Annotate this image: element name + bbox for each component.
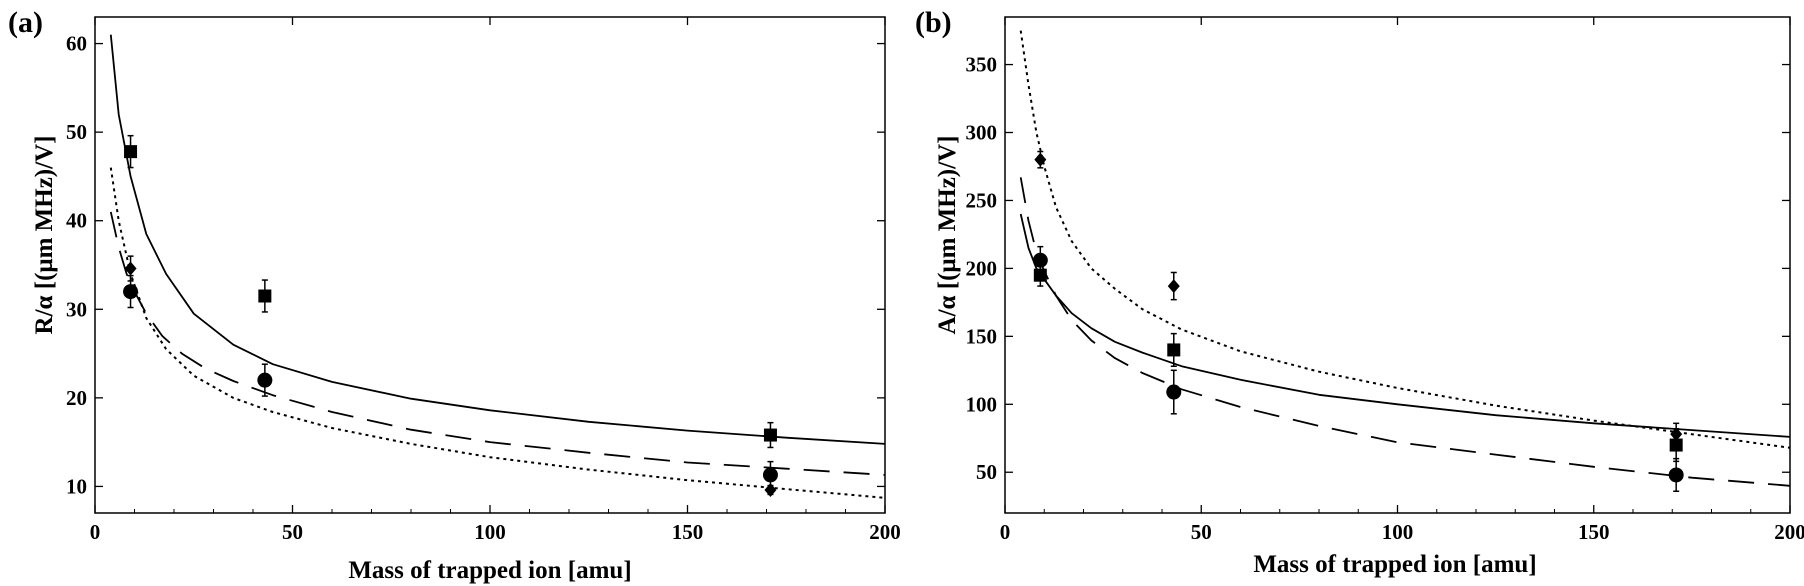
panel-b-y-tick-label: 200 [966,256,998,280]
panel-b-x-tick-label: 50 [1191,520,1212,544]
panel-a-x-tick-label: 100 [474,520,506,544]
panel-a-y-tick-label: 60 [66,32,87,56]
panel-a-point-square [763,428,777,442]
panel-a: (a) Mass of trapped ion [amu] R/α [(μm M… [8,6,901,584]
panel-b-point-diamond [1670,427,1683,442]
panel-a-y-tick-label: 10 [66,474,87,498]
panel-a-curve-solid [109,34,886,445]
panel-a-curve-dashed [109,211,886,476]
panel-b-point-diamond [1167,279,1180,294]
panel-b-point-square [1033,268,1047,282]
panel-a-y-tick-label: 40 [66,209,87,233]
panel-b-point-circle [1032,252,1048,268]
panel-a-x-tick-label: 200 [869,520,901,544]
panel-a-label: (a) [8,6,43,39]
panel-b-y-tick-label: 300 [966,121,998,145]
panel-b: (b) Mass of trapped ion [amu] A/α [(μm M… [915,6,1804,578]
panel-b-point-circle [1668,467,1684,483]
panel-b-point-square [1167,343,1181,357]
panel-a-point-circle [762,467,778,483]
panel-a-curves [109,34,886,499]
panel-b-x-tick-label: 150 [1578,520,1610,544]
panel-b-x-tick-label: 200 [1774,520,1804,544]
panel-b-y-axis-title: A/α [(μm MHz)/V] [934,136,961,335]
panel-a-ticks: 0 50 100 150 200 10 20 30 40 50 60 [66,17,901,544]
panel-a-y-tick-label: 20 [66,386,87,410]
panel-a-point-circle [257,372,273,388]
panel-a-x-tick-label: 150 [672,520,704,544]
panel-a-y-tick-label: 50 [66,120,87,144]
panel-b-y-tick-label: 250 [966,188,998,212]
panel-b-x-tick-label: 100 [1382,520,1414,544]
panel-b-point-diamond [1034,152,1047,167]
panel-b-y-tick-label: 150 [966,324,998,348]
panel-b-x-tick-label: 0 [1000,520,1011,544]
panel-b-y-tick-label: 350 [966,53,998,77]
panel-a-point-square [124,145,138,159]
panel-a-x-tick-label: 0 [90,520,101,544]
panel-b-point-circle [1166,384,1182,400]
panel-a-markers [123,134,778,497]
panel-b-markers [1032,150,1684,493]
panel-a-y-tick-label: 30 [66,297,87,321]
panel-b-y-tick-label: 50 [976,460,997,484]
panel-a-curve-dotted [109,167,886,499]
panel-a-point-square [258,289,272,303]
panel-b-label: (b) [915,6,952,39]
panel-b-ticks: 0 50 100 150 200 50 100 150 200 250 300 350 [966,17,1804,544]
panel-a-x-tick-label: 50 [282,520,303,544]
panel-b-curve-solid [1019,213,1791,438]
panel-b-curve-dotted [1019,30,1791,449]
panel-b-curves [1019,30,1791,487]
panel-a-point-circle [123,284,139,300]
panel-b-x-axis-title: Mass of trapped ion [amu] [1253,551,1536,578]
panel-a-point-diamond [764,482,777,497]
panel-b-y-tick-label: 100 [966,392,998,416]
panel-a-y-axis-title: R/α [(μm MHz)/V] [31,136,58,335]
panel-a-x-axis-title: Mass of trapped ion [amu] [348,557,631,584]
panel-a-point-diamond [124,261,137,276]
